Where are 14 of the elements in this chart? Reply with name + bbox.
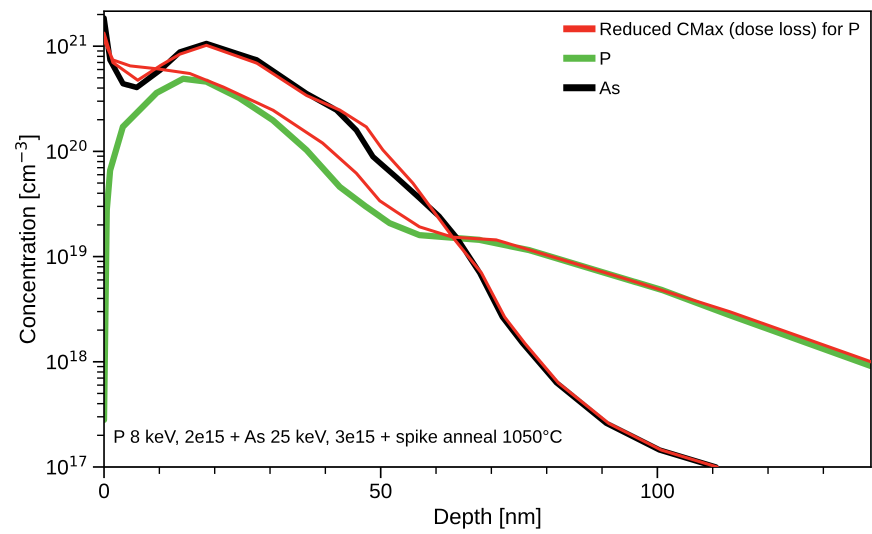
x-tick-label: 100 bbox=[642, 484, 674, 498]
annotation: P 8 keV, 2e15 + As 25 keV, 3e15 + spike anneal 1050°C bbox=[114, 430, 562, 446]
x-axis-title: Depth [nm] bbox=[434, 508, 540, 529]
y-tick-label: 10$^{18}$ bbox=[47, 350, 86, 370]
legend-label: As bbox=[599, 82, 620, 94]
x-tick-label: 0 bbox=[99, 484, 110, 498]
y-tick-label: 10$^{19}$ bbox=[47, 245, 86, 264]
y-tick-label: 10$^{17}$ bbox=[47, 456, 86, 475]
y-tick-label: 10$^{21}$ bbox=[47, 34, 86, 54]
y-tick-label: 10$^{20}$ bbox=[47, 140, 87, 159]
x-tick-label: 50 bbox=[370, 484, 392, 498]
legend-label: Reduced CMax (dose loss) for P bbox=[600, 22, 860, 39]
y-axis-title: Concentration [cm$^{−3}$] bbox=[15, 136, 40, 344]
legend-label: P bbox=[600, 52, 610, 65]
